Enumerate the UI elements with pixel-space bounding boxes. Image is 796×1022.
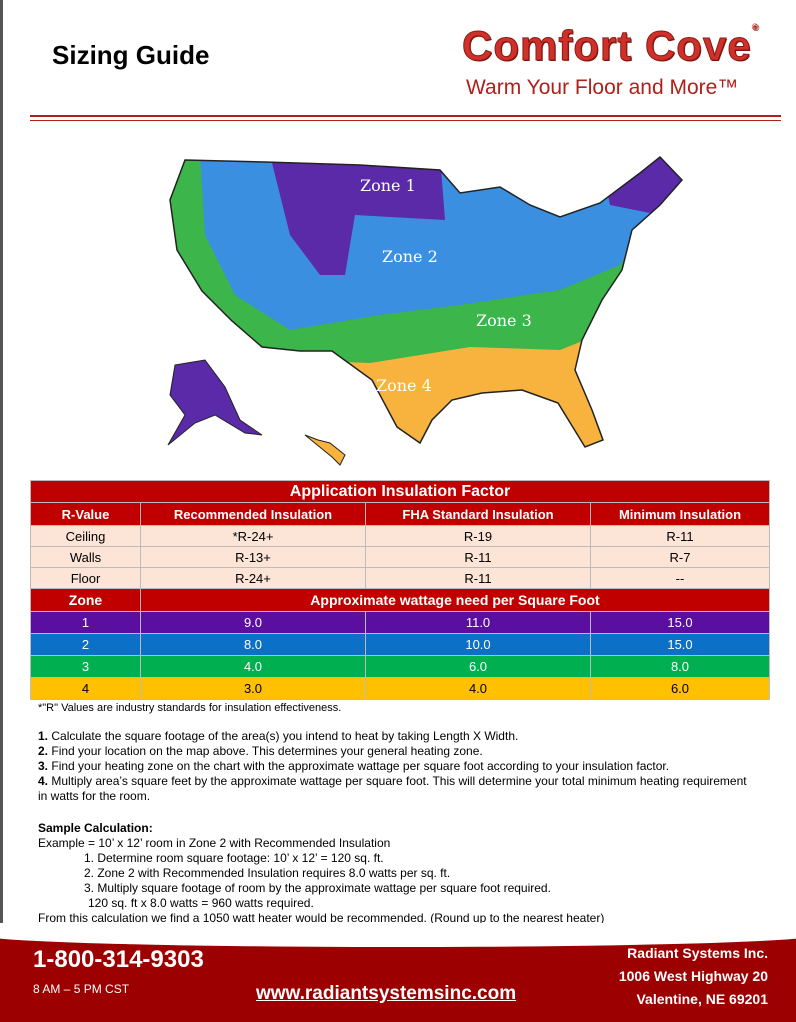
page-title: Sizing Guide	[52, 40, 210, 70]
header-cell: R-Value	[30, 502, 141, 526]
sample-step: 2. Zone 2 with Recommended Insulation re…	[84, 866, 451, 880]
zone-row: 1 9.0 11.0 15.0	[30, 611, 770, 634]
sample-step: 1. Determine room square footage: 10’ x …	[84, 851, 384, 865]
registered-mark: ®	[751, 22, 760, 32]
cell: R-7	[590, 546, 770, 568]
cell: 9.0	[140, 611, 366, 634]
cell: --	[590, 567, 770, 589]
header-cell: Minimum Insulation	[590, 502, 770, 526]
zone1-label: Zone 1	[360, 176, 416, 195]
sample-calculation: Sample Calculation: Example = 10’ x 12’ …	[38, 821, 604, 926]
cell: Ceiling	[30, 525, 141, 547]
cell: 10.0	[365, 633, 591, 656]
cell: 4.0	[140, 655, 366, 678]
zone2-label: Zone 2	[382, 247, 438, 266]
zone-row: 2 8.0 10.0 15.0	[30, 633, 770, 656]
divider	[30, 120, 781, 121]
header-cell: Approximate wattage need per Square Foot	[140, 588, 770, 612]
cell: *R-24+	[140, 525, 366, 547]
company-address: Radiant Systems Inc. 1006 West Highway 2…	[619, 942, 768, 1011]
sample-step: 3. Multiply square footage of room by th…	[84, 881, 551, 895]
table-row: Floor R-24+ R-11 --	[30, 567, 770, 589]
us-outline	[169, 155, 684, 448]
zone4-label: Zone 4	[376, 376, 432, 395]
cell: 6.0	[590, 677, 770, 700]
street-address: 1006 West Highway 20	[618, 968, 768, 984]
divider	[30, 115, 781, 117]
step: 1. Calculate the square footage of the a…	[38, 729, 519, 743]
zone-header-row: Zone Approximate wattage need per Square …	[30, 588, 770, 612]
step: 2. Find your location on the map above. …	[38, 744, 483, 758]
cell: 6.0	[365, 655, 591, 678]
cell: R-24+	[140, 567, 366, 589]
cell: 4.0	[365, 677, 591, 700]
cell: 4	[30, 677, 141, 700]
cell: R-11	[365, 546, 591, 568]
table-row: Walls R-13+ R-11 R-7	[30, 546, 770, 568]
cell: 8.0	[140, 633, 366, 656]
tagline: Warm Your Floor and More™	[466, 76, 739, 99]
footer	[0, 923, 796, 1022]
cell: Walls	[30, 546, 141, 568]
city-state-zip: Valentine, NE 69201	[636, 991, 768, 1007]
table-row: Ceiling *R-24+ R-19 R-11	[30, 525, 770, 547]
cell: 1	[30, 611, 141, 634]
cell: R-11	[590, 525, 770, 547]
r-value-note: *"R" Values are industry standards for i…	[38, 702, 342, 714]
cell: R-19	[365, 525, 591, 547]
zone-row: 3 4.0 6.0 8.0	[30, 655, 770, 678]
cell: R-13+	[140, 546, 366, 568]
sample-example: Example = 10’ x 12’ room in Zone 2 with …	[38, 836, 391, 850]
business-hours: 8 AM – 5 PM CST	[33, 982, 130, 996]
zone3-label: Zone 3	[476, 311, 532, 330]
website-link[interactable]: www.radiantsystemsinc.com	[256, 983, 517, 1004]
table-title: Application Insulation Factor	[30, 480, 770, 503]
sample-conclusion: From this calculation we find a 1050 wat…	[38, 911, 605, 925]
zone-row: 4 3.0 4.0 6.0	[30, 677, 770, 700]
insulation-factor-table: Application Insulation Factor R-Value Re…	[30, 480, 770, 700]
cell: 11.0	[365, 611, 591, 634]
sample-calc: 120 sq. ft x 8.0 watts = 960 watts requi…	[88, 896, 314, 910]
zone1-region	[270, 157, 445, 275]
header-cell: Zone	[30, 588, 141, 612]
header-cell: FHA Standard Insulation	[365, 502, 591, 526]
phone-number[interactable]: 1-800-314-9303	[33, 946, 204, 973]
header-cell: Recommended Insulation	[140, 502, 366, 526]
logo-text: Comfort Cove	[462, 22, 752, 70]
step: 3. Find your heating zone on the chart w…	[38, 759, 670, 773]
cell: 2	[30, 633, 141, 656]
cell: R-11	[365, 567, 591, 589]
alaska	[167, 359, 263, 446]
step: 4. Multiply area’s square feet by the ap…	[38, 774, 747, 803]
brand-logo: Comfort Cove®	[462, 22, 759, 70]
cell: 8.0	[590, 655, 770, 678]
hawaii	[304, 434, 346, 466]
instructions-list: 1. Calculate the square footage of the a…	[38, 729, 758, 804]
cell: 15.0	[590, 611, 770, 634]
heating-zone-map: Zone 1 Zone 2 Zone 3 Zone 4	[167, 155, 684, 466]
page-edge	[0, 0, 3, 1022]
cell: 15.0	[590, 633, 770, 656]
table-header-row: R-Value Recommended Insulation FHA Stand…	[30, 502, 770, 526]
cell: 3	[30, 655, 141, 678]
cell: Floor	[30, 567, 141, 589]
zone1-region	[600, 157, 682, 215]
cell: 3.0	[140, 677, 366, 700]
company-name: Radiant Systems Inc.	[627, 945, 768, 961]
sample-title: Sample Calculation:	[38, 821, 153, 835]
